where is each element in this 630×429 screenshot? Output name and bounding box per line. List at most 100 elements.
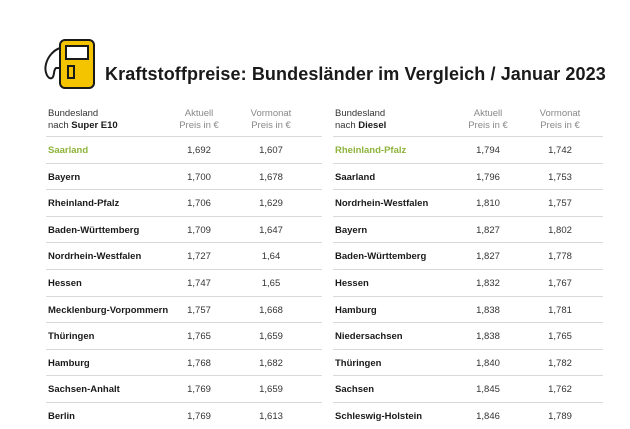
- row-bundesland: Sachsen-Anhalt: [48, 384, 120, 396]
- table-header: Bundesland nach Super E10 Aktuell Preis …: [46, 106, 291, 136]
- row-vormonat-price: 1,767: [548, 277, 572, 289]
- row-bundesland: Nordrhein-Westfalen: [335, 198, 429, 210]
- row-bundesland: Thüringen: [335, 357, 382, 369]
- row-bundesland: Thüringen: [48, 331, 95, 343]
- row-aktuell-price: 1,838: [476, 331, 500, 343]
- table-row: Rheinland-Pfalz 1,794 1,742: [333, 136, 603, 163]
- row-bundesland: Bayern: [335, 224, 368, 236]
- row-bundesland: Nordrhein-Westfalen: [48, 251, 142, 263]
- table-row: Nordrhein-Westfalen 1,810 1,757: [333, 189, 603, 216]
- header-label-line1: Bundesland: [48, 108, 99, 119]
- header-aktuell-line1: Aktuell: [473, 108, 503, 119]
- column-header-bundesland: Bundesland nach Super E10: [48, 108, 118, 132]
- table-row: Bayern 1,827 1,802: [333, 215, 603, 243]
- page-title: Kraftstoffpreise: Bundesländer im Vergle…: [105, 64, 606, 84]
- row-aktuell-price: 1,810: [476, 198, 500, 210]
- table-row: Sachsen 1,845 1,762: [333, 375, 603, 402]
- row-bundesland: Mecklenburg-Vorpommern: [48, 304, 169, 316]
- row-aktuell-price: 1,768: [187, 357, 211, 369]
- row-aktuell-price: 1,692: [187, 145, 211, 156]
- row-vormonat-price: 1,678: [259, 171, 283, 183]
- table-row: Baden-Württemberg 1,827 1,778: [333, 242, 603, 269]
- row-vormonat-price: 1,682: [259, 357, 283, 369]
- header-vormonat-line2: Preis in €: [540, 120, 580, 131]
- row-aktuell-price: 1,727: [187, 251, 211, 263]
- row-bundesland: Hamburg: [335, 304, 377, 316]
- header-aktuell-line2: Preis in €: [468, 120, 508, 131]
- row-bundesland: Berlin: [48, 410, 75, 422]
- table-row: Saarland 1,796 1,753: [333, 162, 603, 190]
- row-aktuell-price: 1,769: [187, 384, 211, 396]
- row-aktuell-price: 1,827: [476, 224, 500, 236]
- row-aktuell-price: 1,757: [187, 304, 211, 316]
- row-bundesland: Sachsen: [335, 384, 375, 396]
- column-header-aktuell: Aktuell Preis in €: [453, 108, 523, 132]
- table-row: Mecklenburg-Vorpommern 1,757 1,668: [46, 295, 322, 323]
- row-bundesland: Baden-Württemberg: [335, 251, 427, 263]
- row-bundesland: Rheinland-Pfalz: [335, 145, 407, 156]
- table-row: Thüringen 1,840 1,782: [333, 348, 603, 376]
- row-vormonat-price: 1,647: [259, 224, 283, 236]
- header-label-fuel: Super E10: [71, 120, 118, 131]
- table-row: Schleswig-Holstein 1,846 1,789: [333, 401, 603, 429]
- row-aktuell-price: 1,769: [187, 410, 211, 422]
- row-bundesland: Hessen: [335, 277, 369, 289]
- row-vormonat-price: 1,659: [259, 331, 283, 343]
- column-header-vormonat: Vormonat Preis in €: [525, 108, 595, 132]
- row-bundesland: Baden-Württemberg: [48, 224, 140, 236]
- header-vormonat-line2: Preis in €: [251, 120, 291, 131]
- row-vormonat-price: 1,753: [548, 171, 572, 183]
- row-aktuell-price: 1,838: [476, 304, 500, 316]
- row-vormonat-price: 1,789: [548, 410, 572, 422]
- row-aktuell-price: 1,747: [187, 277, 211, 289]
- table-row: Baden-Württemberg 1,709 1,647: [46, 215, 322, 243]
- row-aktuell-price: 1,845: [476, 384, 500, 396]
- diesel-table: Bundesland nach Diesel Aktuell Preis in …: [333, 106, 603, 429]
- table-row: Sachsen-Anhalt 1,769 1,659: [46, 375, 322, 402]
- row-bundesland: Niedersachsen: [335, 331, 403, 343]
- row-vormonat-price: 1,778: [548, 251, 572, 263]
- table-row: Hessen 1,747 1,65: [46, 268, 322, 296]
- row-bundesland: Saarland: [335, 171, 376, 183]
- row-vormonat-price: 1,613: [259, 410, 283, 422]
- row-vormonat-price: 1,762: [548, 384, 572, 396]
- row-bundesland: Hessen: [48, 277, 82, 289]
- row-aktuell-price: 1,846: [476, 410, 500, 422]
- row-vormonat-price: 1,607: [259, 145, 283, 156]
- row-bundesland: Rheinland-Pfalz: [48, 198, 120, 210]
- header-vormonat-line1: Vormonat: [539, 108, 581, 119]
- header-vormonat-line1: Vormonat: [250, 108, 292, 119]
- row-aktuell-price: 1,796: [476, 171, 500, 183]
- column-header-aktuell: Aktuell Preis in €: [164, 108, 234, 132]
- header-label-line1: Bundesland: [335, 108, 386, 119]
- table-header: Bundesland nach Diesel Aktuell Preis in …: [333, 106, 583, 136]
- table-row: Bayern 1,700 1,678: [46, 162, 322, 190]
- header-aktuell-line2: Preis in €: [179, 120, 219, 131]
- table-row: Rheinland-Pfalz 1,706 1,629: [46, 189, 322, 216]
- table-row: Saarland 1,692 1,607: [46, 136, 322, 163]
- row-vormonat-price: 1,742: [548, 145, 572, 156]
- header-label-fuel: Diesel: [358, 120, 387, 131]
- row-bundesland: Bayern: [48, 171, 81, 183]
- table-row: Niedersachsen 1,838 1,765: [333, 322, 603, 349]
- row-bundesland: Schleswig-Holstein: [335, 410, 423, 422]
- row-aktuell-price: 1,765: [187, 331, 211, 343]
- header-label-prefix: nach: [48, 120, 72, 131]
- row-bundesland: Saarland: [48, 145, 89, 156]
- row-vormonat-price: 1,668: [259, 304, 283, 316]
- row-bundesland: Hamburg: [48, 357, 90, 369]
- row-vormonat-price: 1,781: [548, 304, 572, 316]
- e10-table: Bundesland nach Super E10 Aktuell Preis …: [46, 106, 322, 429]
- row-vormonat-price: 1,65: [261, 277, 281, 289]
- header-aktuell-line1: Aktuell: [184, 108, 214, 119]
- column-header-vormonat: Vormonat Preis in €: [236, 108, 306, 132]
- header-label-prefix: nach: [335, 120, 359, 131]
- row-aktuell-price: 1,794: [476, 145, 500, 156]
- row-aktuell-price: 1,709: [187, 224, 211, 236]
- table-row: Nordrhein-Westfalen 1,727 1,64: [46, 242, 322, 269]
- row-vormonat-price: 1,757: [548, 198, 572, 210]
- row-aktuell-price: 1,832: [476, 277, 500, 289]
- row-vormonat-price: 1,765: [548, 331, 572, 343]
- row-aktuell-price: 1,706: [187, 198, 211, 210]
- row-vormonat-price: 1,659: [259, 384, 283, 396]
